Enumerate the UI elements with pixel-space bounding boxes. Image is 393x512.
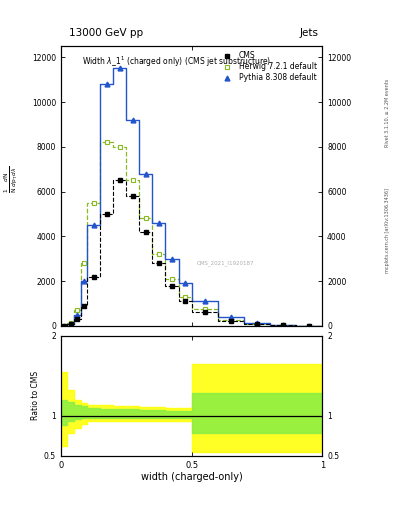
Legend: CMS, Herwig 7.2.1 default, Pythia 8.308 default: CMS, Herwig 7.2.1 default, Pythia 8.308 … xyxy=(217,50,318,84)
Herwig 7.2.1 default xyxy=(81,260,86,266)
Pythia 8.308 default xyxy=(156,220,161,226)
CMS xyxy=(202,309,207,315)
CMS xyxy=(91,273,96,280)
Line: Pythia 8.308 default: Pythia 8.308 default xyxy=(62,66,312,328)
Text: 13000 GeV pp: 13000 GeV pp xyxy=(69,28,143,38)
Pythia 8.308 default xyxy=(104,81,109,87)
Line: Herwig 7.2.1 default: Herwig 7.2.1 default xyxy=(62,140,312,328)
Herwig 7.2.1 default xyxy=(68,320,73,326)
CMS xyxy=(156,260,161,266)
Text: Jets: Jets xyxy=(299,28,318,38)
CMS xyxy=(281,323,285,329)
Herwig 7.2.1 default xyxy=(118,144,122,150)
CMS xyxy=(104,211,109,217)
Herwig 7.2.1 default xyxy=(143,216,148,222)
Pythia 8.308 default xyxy=(68,321,73,327)
CMS xyxy=(255,322,259,328)
Pythia 8.308 default xyxy=(130,117,135,123)
Herwig 7.2.1 default xyxy=(183,294,187,300)
Pythia 8.308 default xyxy=(281,322,285,328)
CMS xyxy=(62,323,66,329)
Pythia 8.308 default xyxy=(75,311,80,317)
Herwig 7.2.1 default xyxy=(130,177,135,183)
Text: $\frac{1}{\mathrm{N}}\,\frac{d\mathrm{N}}{d\mathrm{p_T}\,d\lambda}$: $\frac{1}{\mathrm{N}}\,\frac{d\mathrm{N}… xyxy=(3,166,20,193)
CMS xyxy=(183,298,187,304)
CMS xyxy=(228,318,233,325)
Pythia 8.308 default xyxy=(202,298,207,304)
Pythia 8.308 default xyxy=(170,255,174,262)
Herwig 7.2.1 default xyxy=(228,317,233,323)
CMS xyxy=(170,283,174,289)
Pythia 8.308 default xyxy=(62,323,66,329)
Line: CMS: CMS xyxy=(62,178,312,328)
Y-axis label: Ratio to CMS: Ratio to CMS xyxy=(31,371,40,420)
Herwig 7.2.1 default xyxy=(156,251,161,257)
Herwig 7.2.1 default xyxy=(91,200,96,206)
Pythia 8.308 default xyxy=(255,321,259,327)
Pythia 8.308 default xyxy=(91,222,96,228)
Text: Rivet 3.1.10, ≥ 2.2M events: Rivet 3.1.10, ≥ 2.2M events xyxy=(385,78,389,147)
CMS xyxy=(143,229,148,235)
Herwig 7.2.1 default xyxy=(255,321,259,327)
Herwig 7.2.1 default xyxy=(307,323,312,329)
Pythia 8.308 default xyxy=(183,280,187,286)
Herwig 7.2.1 default xyxy=(75,307,80,313)
CMS xyxy=(307,323,312,329)
Herwig 7.2.1 default xyxy=(62,323,66,329)
Pythia 8.308 default xyxy=(307,323,312,329)
Pythia 8.308 default xyxy=(118,66,122,72)
CMS xyxy=(130,193,135,199)
Herwig 7.2.1 default xyxy=(281,323,285,329)
Pythia 8.308 default xyxy=(228,314,233,321)
X-axis label: width (charged-only): width (charged-only) xyxy=(141,472,242,482)
Text: Width $\lambda\_1^1$ (charged only) (CMS jet substructure): Width $\lambda\_1^1$ (charged only) (CMS… xyxy=(82,54,271,69)
Pythia 8.308 default xyxy=(81,278,86,284)
Text: CMS_2021_I1920187: CMS_2021_I1920187 xyxy=(197,260,254,266)
Herwig 7.2.1 default xyxy=(104,139,109,145)
Herwig 7.2.1 default xyxy=(170,276,174,282)
CMS xyxy=(118,177,122,183)
CMS xyxy=(68,321,73,327)
CMS xyxy=(75,316,80,322)
Pythia 8.308 default xyxy=(143,170,148,177)
Herwig 7.2.1 default xyxy=(202,306,207,312)
Text: mcplots.cern.ch [arXiv:1306.3436]: mcplots.cern.ch [arXiv:1306.3436] xyxy=(385,188,389,273)
CMS xyxy=(81,303,86,309)
